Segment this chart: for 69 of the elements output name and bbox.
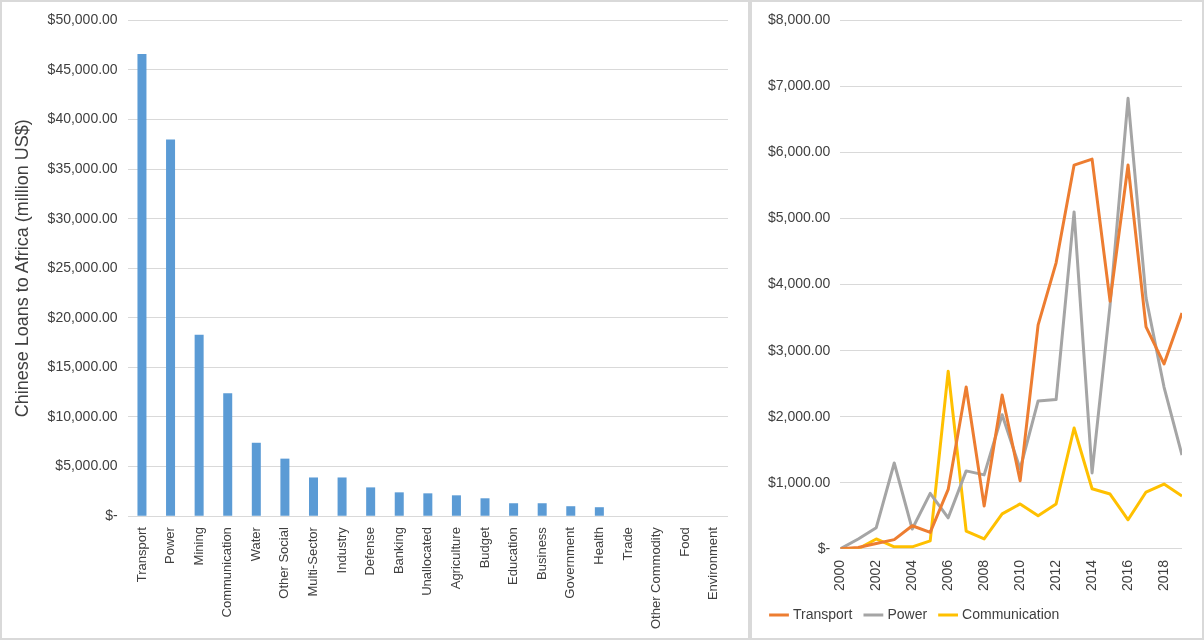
x-tick-label: Environment <box>705 526 721 601</box>
x-tick-label: Multi-Sector <box>305 526 321 597</box>
bar <box>194 334 204 516</box>
x-tick-label: 2008 <box>975 559 992 592</box>
bar <box>423 493 433 516</box>
x-tick-label: Food <box>676 527 692 557</box>
bar <box>166 139 176 516</box>
bar <box>366 487 376 516</box>
y-tick-label: $10,000.00 <box>47 407 118 424</box>
bar <box>280 458 290 516</box>
x-tick-label: 2004 <box>903 559 920 592</box>
x-tick-label: 2006 <box>939 559 956 592</box>
y-tick-label: $30,000.00 <box>47 209 118 226</box>
y-tick-label: $45,000.00 <box>47 60 118 77</box>
y-tick-label: $7,000.00 <box>767 77 831 94</box>
y-tick-label: $35,000.00 <box>47 159 118 176</box>
x-tick-label: Communication <box>219 527 235 618</box>
x-tick-label: Mining <box>190 527 206 566</box>
x-tick-label: Other Commodity <box>648 526 664 630</box>
y-axis-title: Chinese Loans to Africa (million US$) <box>11 119 32 418</box>
x-tick-label: 2018 <box>1154 559 1171 592</box>
x-tick-label: Transport <box>133 526 149 583</box>
x-tick-label: 2014 <box>1082 559 1099 592</box>
y-tick-label: $3,000.00 <box>767 341 831 358</box>
x-tick-label: Agriculture <box>448 527 463 590</box>
bar <box>308 477 318 516</box>
bar <box>594 507 604 516</box>
y-tick-label: $40,000.00 <box>47 110 118 127</box>
bar <box>451 495 461 516</box>
y-tick-label: $- <box>105 507 118 523</box>
x-tick-label: Health <box>590 527 606 565</box>
bar <box>509 503 519 516</box>
x-tick-label: Business <box>533 526 549 580</box>
x-tick-label: Defense <box>362 527 378 576</box>
x-tick-label: Education <box>505 527 521 585</box>
x-tick-label: 2012 <box>1046 559 1063 592</box>
x-tick-label: 2016 <box>1118 559 1135 592</box>
bar <box>537 503 547 516</box>
y-tick-label: $4,000.00 <box>767 275 831 292</box>
y-tick-label: $6,000.00 <box>767 143 831 160</box>
y-tick-label: $15,000.00 <box>47 358 118 375</box>
y-tick-label: $- <box>817 539 831 556</box>
x-tick-label: Trade <box>619 527 635 561</box>
x-tick-label: Unallocated <box>419 527 435 596</box>
y-tick-label: $50,000.00 <box>47 11 118 28</box>
bar <box>337 477 347 516</box>
x-tick-label: 2010 <box>1010 559 1027 592</box>
y-tick-label: $25,000.00 <box>47 259 118 276</box>
x-tick-label: Water <box>247 526 263 562</box>
y-tick-label: $5,000.00 <box>55 457 118 474</box>
bar <box>251 442 261 516</box>
bar <box>394 492 404 516</box>
x-tick-label: 2002 <box>867 559 884 592</box>
y-tick-label: $5,000.00 <box>767 209 831 226</box>
bar <box>566 506 576 516</box>
x-tick-label: Other Social <box>276 527 292 599</box>
bar <box>137 54 147 516</box>
x-tick-label: Government <box>562 526 578 599</box>
x-tick-label: Power <box>162 526 178 564</box>
bar <box>223 393 233 516</box>
y-tick-label: $20,000.00 <box>47 308 118 325</box>
y-tick-label: $8,000.00 <box>767 11 831 28</box>
bar <box>480 498 490 516</box>
x-tick-label: Budget <box>476 526 492 569</box>
y-tick-label: $2,000.00 <box>767 407 831 424</box>
y-tick-label: $1,000.00 <box>767 473 831 490</box>
x-tick-label: Industry <box>333 526 349 574</box>
x-tick-label: 2000 <box>831 559 848 592</box>
x-tick-label: Banking <box>390 527 406 575</box>
